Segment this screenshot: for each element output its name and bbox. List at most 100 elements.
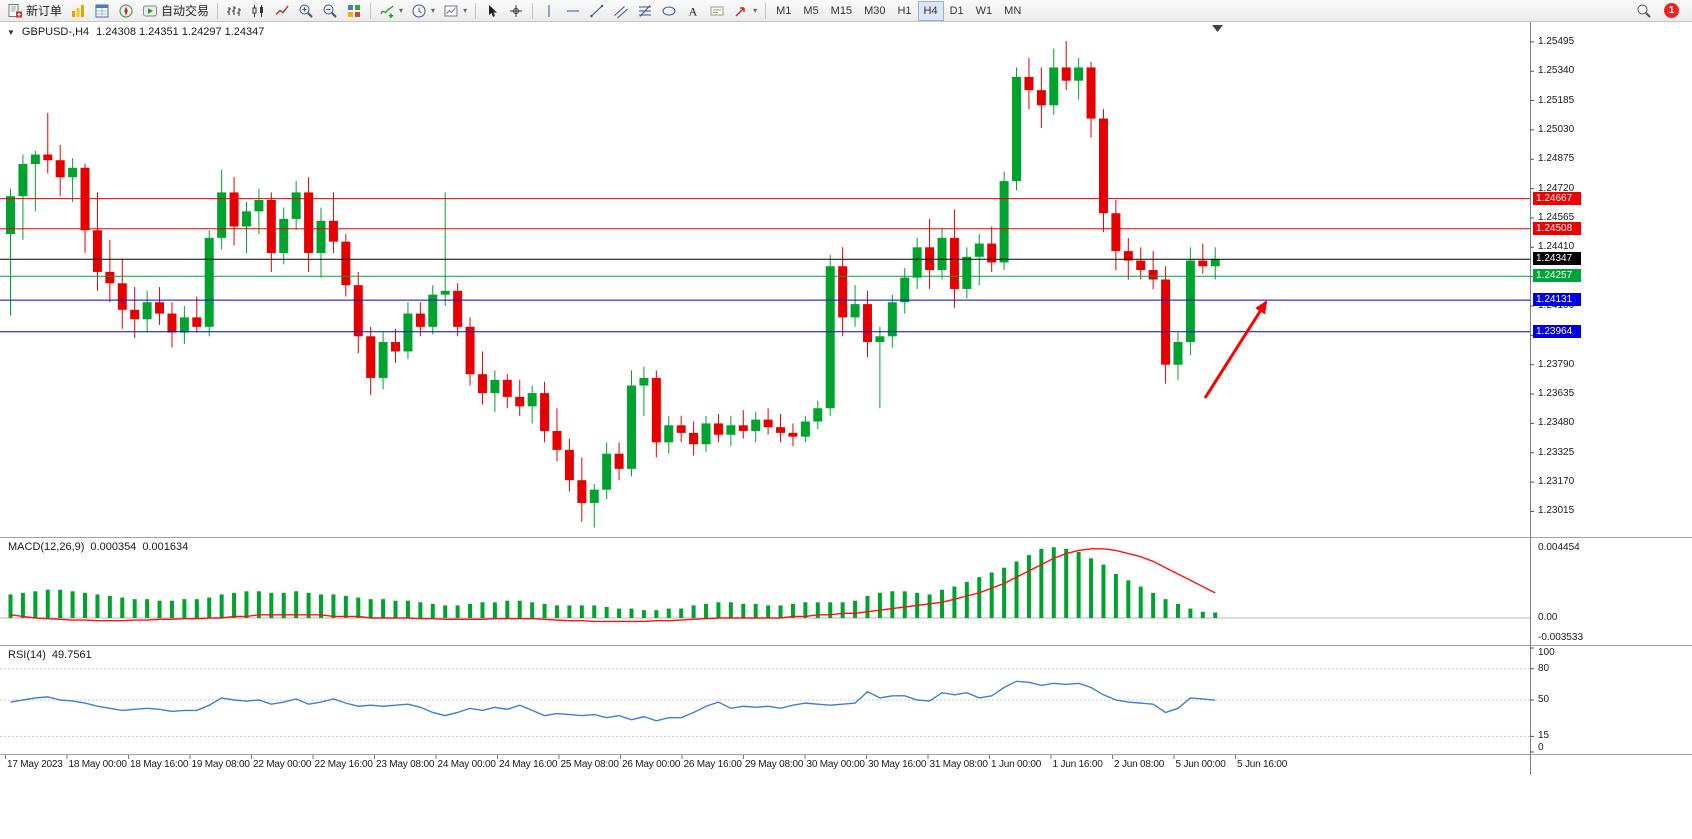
macd-histogram-bar [666,608,671,618]
time-axis[interactable]: 17 May 2023 18 May 00:00 18 May 16:00 19 Ma… [0,755,1530,776]
macd-panel[interactable] [0,538,1530,645]
candle-body [142,302,152,320]
macd-histogram-bar [219,594,224,618]
candle-body [1161,279,1171,365]
price-line-badge: 1.24347 [1533,252,1581,266]
shapes-button[interactable] [657,1,681,21]
macd-histogram-bar [157,600,162,618]
macd-histogram-bar [294,591,299,618]
line-chart-button[interactable] [270,1,294,21]
macd-histogram-bar [1089,558,1094,618]
macd-histogram-bar [554,605,559,618]
macd-histogram-bar [1151,592,1156,618]
macd-histogram-bar [281,592,286,618]
data-window-icon [94,3,110,19]
label-button[interactable] [705,1,729,21]
time-label: 26 May 00:00 [622,759,681,770]
macd-histogram-bar [145,599,150,618]
vertical-line-button[interactable] [537,1,561,21]
new-order-icon [7,3,23,19]
rsi-panel[interactable] [0,646,1530,754]
macd-histogram-bar [443,605,448,618]
macd-histogram-bar [244,591,249,618]
candle-body [353,285,363,337]
toolbar-separator [217,2,219,19]
price-axis[interactable]: 1.25495 1.25340 1.25185 1.25030 1.24875 1.247… [1531,22,1691,755]
candle-body [428,294,438,327]
time-label: 30 May 00:00 [806,759,865,770]
navigator-icon [118,3,134,19]
timeframe-m1-button-label: M1 [776,4,792,17]
macd-histogram-bar [778,605,783,618]
bar-chart-button[interactable] [222,1,246,21]
chart-plot-area[interactable] [0,22,1530,537]
timeframe-h4-button[interactable]: H4 [917,0,944,21]
navigator-button[interactable] [114,1,138,21]
text-button[interactable]: A [681,1,705,21]
dropdown-arrow-icon: ▾ [399,6,404,15]
market-watch-button[interactable] [66,1,90,21]
zoom-out-button[interactable] [318,1,342,21]
data-window-button[interactable] [90,1,114,21]
toolbar-separator [475,2,477,19]
time-label: 18 May 00:00 [68,759,127,770]
timeframe-m1-button[interactable]: M1 [770,1,797,21]
rsi-axis-label: 100 [1538,647,1555,658]
cursor-button[interactable] [480,1,504,21]
fibonacci-button[interactable] [633,1,657,21]
time-label: 2 Jun 08:00 [1114,759,1165,770]
timeframe-m15-button[interactable]: M15 [825,1,858,21]
indicators-button[interactable]: ▾ [375,1,407,21]
tile-windows-button[interactable] [342,1,366,21]
timeframe-m5-button[interactable]: M5 [797,1,824,21]
candle-body [490,379,500,394]
macd-histogram-bar [952,586,957,618]
new-order-button[interactable]: 新订单 [3,1,66,21]
zoom-in-button[interactable] [294,1,318,21]
price-axis-label: 1.24565 [1538,211,1575,223]
timeframe-m30-button[interactable]: M30 [858,1,891,21]
candle-body [229,192,239,227]
search-button[interactable] [1632,1,1656,21]
timeframe-h1-button[interactable]: H1 [891,1,917,21]
candle-body [838,266,848,318]
horizontal-line-icon [565,3,581,19]
macd-histogram-bar [654,610,659,618]
candle-body [92,230,102,272]
macd-value-signal: 0.001634 [142,541,189,553]
one-click-trading-icon[interactable]: ▼ [7,27,15,37]
trendline-button[interactable] [585,1,609,21]
crosshair-button[interactable] [504,1,528,21]
candle-body [167,313,177,333]
candle-body [1185,260,1195,342]
candle-body [328,220,338,242]
ohlc-values: 1.24308 1.24351 1.24297 1.24347 [96,26,265,38]
arrows-button[interactable]: ▾ [729,1,761,21]
periods-icon [411,3,427,19]
channel-button[interactable] [609,1,633,21]
timeframe-mn-button[interactable]: MN [998,1,1027,21]
candle-body [179,317,189,333]
candle-body [254,199,264,212]
arrow-annotation[interactable] [1203,300,1268,399]
notification-icon: 1 [1664,3,1679,18]
candle-body [627,385,636,469]
arrows-icon [733,3,749,19]
candle-body [1012,76,1022,182]
templates-button[interactable]: ▾ [439,1,471,21]
time-label: 5 Jun 00:00 [1175,759,1226,770]
candlestick-chart-button[interactable] [246,1,270,21]
horizontal-line-button[interactable] [561,1,585,21]
timeframe-d1-button[interactable]: D1 [944,1,970,21]
time-label: 29 May 08:00 [745,759,804,770]
macd-histogram-bar [1113,573,1118,618]
periods-button[interactable]: ▾ [407,1,439,21]
notifications-button[interactable]: 1 [1660,1,1683,21]
macd-histogram-bar [1039,548,1044,618]
timeframe-w1-button[interactable]: W1 [970,1,999,21]
candle-body [304,192,314,253]
candle-body [1074,67,1084,81]
candle-body [217,192,227,238]
chart-shift-marker-icon[interactable] [1212,25,1223,32]
autotrading-button[interactable]: 自动交易 [138,1,213,21]
